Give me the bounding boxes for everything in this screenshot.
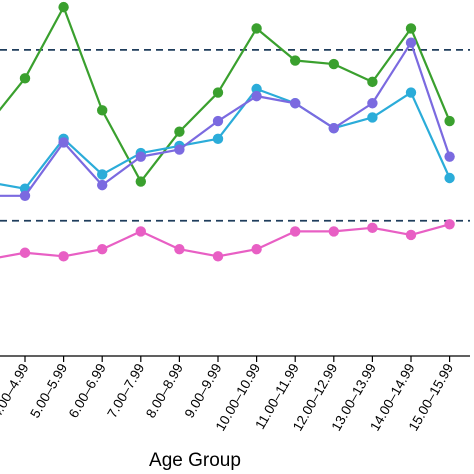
series-1-point-11 xyxy=(405,23,417,34)
x-tick-labels: 4.00–4.995.00–5.996.00–6.997.00–7.998.00… xyxy=(0,356,456,434)
series-3-line xyxy=(0,41,451,197)
series-3-point-9 xyxy=(328,122,339,134)
series-1-point-1 xyxy=(19,73,31,84)
series-3 xyxy=(0,37,455,201)
series-3-point-11 xyxy=(405,37,417,48)
series-4-point-11 xyxy=(405,229,417,241)
series-4-point-7 xyxy=(251,244,262,255)
series-4-point-2 xyxy=(58,251,69,262)
series-3-point-10 xyxy=(367,98,378,109)
series-4-point-12 xyxy=(444,219,455,230)
series-1-point-3 xyxy=(97,105,108,116)
series-2-point-10 xyxy=(367,112,378,123)
series-1-point-12 xyxy=(444,115,455,127)
series-4 xyxy=(0,219,455,262)
series-4-point-10 xyxy=(367,222,378,234)
series-1-point-6 xyxy=(212,87,224,98)
series-4-point-5 xyxy=(174,244,185,255)
series-3-point-6 xyxy=(212,115,224,127)
series-4-point-4 xyxy=(135,226,146,237)
series-2 xyxy=(0,83,455,194)
series-1-point-2 xyxy=(58,1,69,13)
series-1-point-9 xyxy=(328,58,339,70)
series-1 xyxy=(0,1,455,187)
series-2-point-6 xyxy=(212,133,224,145)
x-tick-label-2: 5.00–5.99 xyxy=(27,361,70,421)
series-4-point-3 xyxy=(97,244,108,255)
series-3-point-12 xyxy=(444,151,455,162)
series-1-point-7 xyxy=(251,23,262,34)
series-3-point-3 xyxy=(97,179,108,191)
reference-lines xyxy=(0,48,470,222)
series-1-point-10 xyxy=(367,76,378,88)
x-tick-label-1: 4.00–4.99 xyxy=(0,361,32,421)
series-4-point-9 xyxy=(328,226,339,237)
series-3-point-4 xyxy=(135,151,146,162)
x-tick-label-6: 9.00–9.99 xyxy=(182,361,225,421)
x-tick-label-3: 6.00–6.99 xyxy=(66,361,109,421)
series-4-point-8 xyxy=(290,226,301,237)
series-2-point-12 xyxy=(444,172,455,184)
series-4-point-6 xyxy=(212,251,224,262)
series-1-point-8 xyxy=(290,55,301,66)
x-tick-label-5: 8.00–8.99 xyxy=(143,361,186,421)
series-3-point-2 xyxy=(58,137,69,148)
x-axis-title: Age Group xyxy=(149,450,241,471)
series-4-point-1 xyxy=(19,247,31,258)
series-2-point-7 xyxy=(251,83,262,95)
series-2-point-3 xyxy=(97,169,108,180)
series-2-point-11 xyxy=(405,87,417,98)
series-1-point-5 xyxy=(174,126,185,137)
series-3-point-1 xyxy=(19,190,31,201)
series-1-point-4 xyxy=(135,176,146,187)
series-3-point-5 xyxy=(174,144,185,155)
series-layer xyxy=(0,1,455,262)
series-3-point-8 xyxy=(290,98,301,109)
series-3-point-7 xyxy=(251,90,262,102)
series-1-line xyxy=(0,6,451,183)
x-tick-label-4: 7.00–7.99 xyxy=(104,361,147,421)
